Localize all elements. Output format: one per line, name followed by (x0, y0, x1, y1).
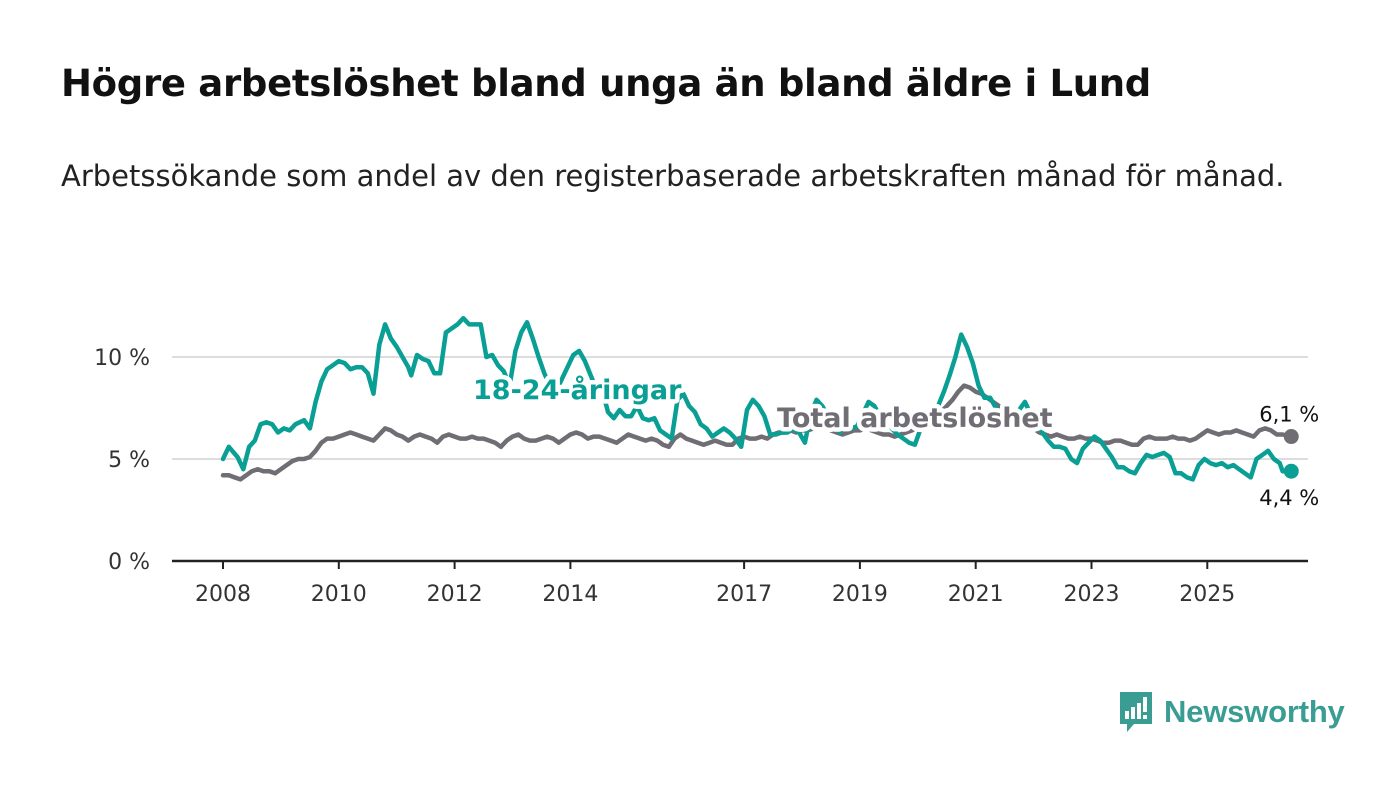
end-label-youth: 4,4 % (1259, 486, 1319, 510)
chart-title: Högre arbetslöshet bland unga än bland ä… (61, 62, 1151, 105)
end-label-total: 6,1 % (1259, 403, 1319, 427)
x-tick-label: 2025 (1179, 582, 1235, 607)
series-lines (220, 315, 1299, 482)
end-dot-total (1283, 429, 1299, 445)
end-dot-youth (1283, 463, 1299, 479)
series-label-youth: 18-24-åringar (473, 374, 682, 406)
x-tick-label: 2012 (427, 582, 483, 607)
chart-subtitle: Arbetssökande som andel av den registerb… (61, 159, 1285, 193)
x-tick-label: 2014 (542, 582, 598, 607)
newsworthy-logo-icon (1120, 692, 1152, 732)
x-tick-label: 2023 (1064, 582, 1120, 607)
newsworthy-logo: Newsworthy (1118, 690, 1345, 734)
y-tick-label: 5 % (108, 448, 150, 473)
series-labels: 6,1 %4,4 %18-24-åringar18-24-åringarTota… (469, 370, 1320, 511)
series-label-total-halo: Total arbetslöshet (777, 403, 1053, 434)
x-axis: 2008 2010 2012 2014 2017 2019 2021 2023 2025 (172, 559, 1308, 607)
series-label-youth-halo: 18-24-åringar (473, 374, 682, 406)
series-label-total: Total arbetslöshet (777, 403, 1053, 434)
x-tick-label: 2019 (832, 582, 888, 607)
x-tick-label: 2017 (716, 582, 772, 607)
line-chart: 0 %5 %10 % 2008 2010 2012 2014 2017 2019 2021 2… (94, 315, 1320, 607)
y-tick-label: 0 % (108, 550, 150, 575)
series-line-youth (220, 315, 1294, 482)
y-tick-label: 10 % (94, 346, 150, 371)
x-tick-label: 2010 (311, 582, 367, 607)
gridlines (172, 356, 1308, 460)
series-line-total (220, 383, 1294, 482)
x-tick-label: 2008 (195, 582, 251, 607)
brand-name: Newsworthy (1164, 694, 1345, 729)
x-tick-label: 2021 (948, 582, 1004, 607)
y-axis-ticks: 0 % 5 % 10 % (94, 346, 150, 575)
